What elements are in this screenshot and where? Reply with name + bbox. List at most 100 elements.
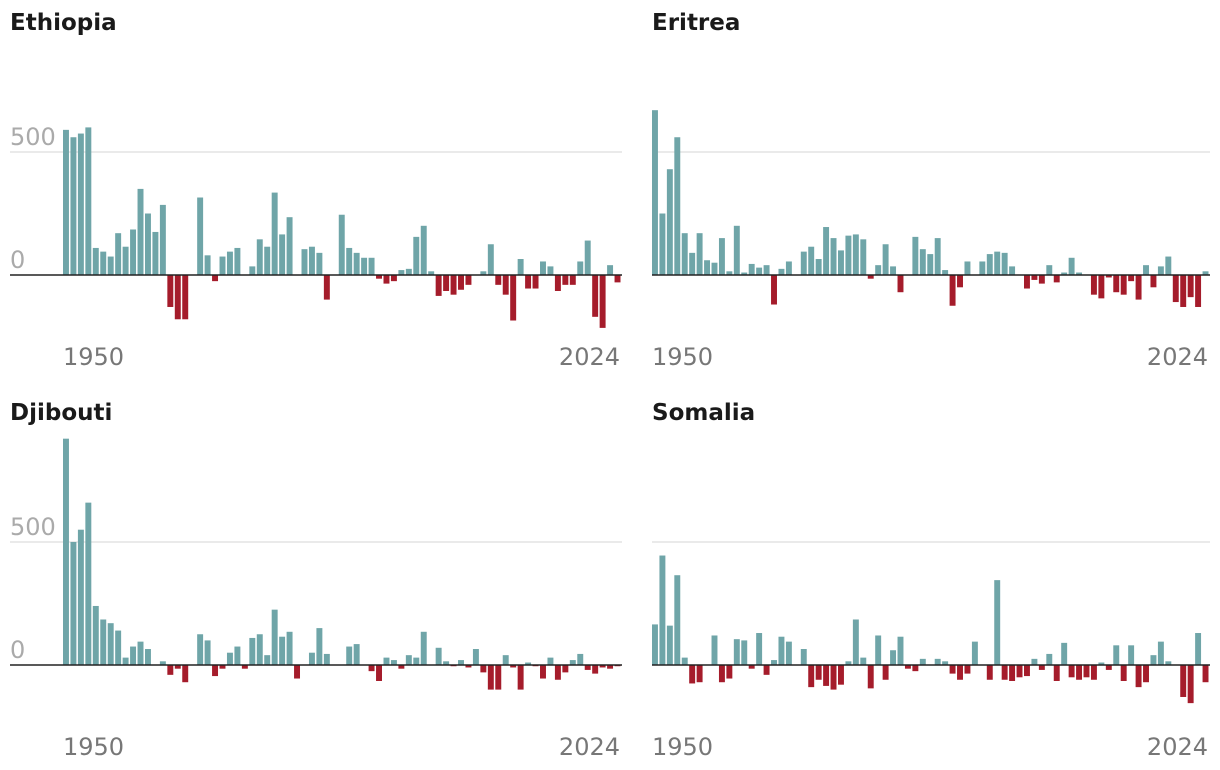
bar [1053,665,1060,681]
bar [994,251,1001,275]
bar [249,637,256,665]
bar [748,665,755,669]
bar [1180,275,1187,307]
bar [666,625,673,665]
bar [226,652,233,665]
bar [301,249,308,275]
bar [689,252,696,275]
bar [659,555,666,665]
bar [1046,653,1053,665]
bar [159,661,166,665]
bar [800,251,807,275]
bar [510,275,517,321]
bar [1195,633,1202,665]
bar [1113,275,1120,293]
bar [652,110,658,276]
bar [487,665,494,690]
bar [1024,275,1030,289]
bar [249,266,256,275]
bar [487,244,494,275]
bar [77,529,84,665]
panel-title: Ethiopia [10,10,117,36]
bar [234,646,241,665]
bar [852,619,859,665]
bar [919,658,926,665]
bar [1098,662,1105,665]
bar [815,665,822,680]
bar [458,660,464,665]
x-tick-label: 1950 [63,733,124,761]
bar [70,137,77,275]
bar [144,213,151,275]
bar [1009,665,1016,681]
bar [823,665,830,686]
bar [174,275,181,320]
bar [323,275,330,300]
bar [256,239,263,275]
bar [420,631,427,665]
bar [1150,275,1157,288]
bar [592,665,599,674]
bar [502,275,509,295]
bar [465,665,472,668]
bar [569,660,576,665]
bar [845,661,852,665]
bar [934,238,941,275]
bar [696,665,703,683]
bar [785,261,792,275]
bar [1090,275,1097,295]
bar [1172,275,1179,303]
bar [338,214,345,275]
bar [398,665,405,669]
bar [1053,275,1060,283]
bar [182,665,189,683]
panel-title: Somalia [652,400,755,426]
bar [1046,265,1053,275]
bar [480,271,487,275]
bar [532,275,539,289]
bar [1016,665,1023,678]
bar [85,502,92,665]
bar [316,628,323,665]
bar [808,246,815,275]
bar [748,263,755,275]
bar [540,261,546,275]
bar [115,233,122,275]
bar [1202,665,1209,683]
bar [711,262,718,275]
bar [137,641,144,665]
bar [547,657,554,665]
bar [264,655,271,665]
bar [800,649,807,665]
bar [204,255,211,275]
bar [308,246,315,275]
bar [964,261,971,275]
bar [1128,645,1135,665]
bar [368,665,375,672]
bar [986,254,993,275]
bar [741,640,748,665]
bar [1024,665,1030,677]
bar [1120,665,1127,681]
bar [361,257,368,275]
bar [450,275,457,295]
bar [525,275,532,289]
bar [1090,665,1097,680]
bar [592,275,599,317]
bar [346,646,353,665]
bar [1068,665,1075,678]
x-tick-label: 1950 [652,733,713,761]
panel-title: Eritrea [652,10,740,36]
bar [577,653,584,665]
bar [577,261,584,275]
bar [830,238,837,275]
bar [398,270,405,275]
y-tick-label: 0 [10,246,25,274]
bar [979,261,986,275]
bar [838,665,844,685]
bar [681,233,688,275]
bar [666,169,673,275]
bar [465,275,472,285]
bar [897,636,904,665]
